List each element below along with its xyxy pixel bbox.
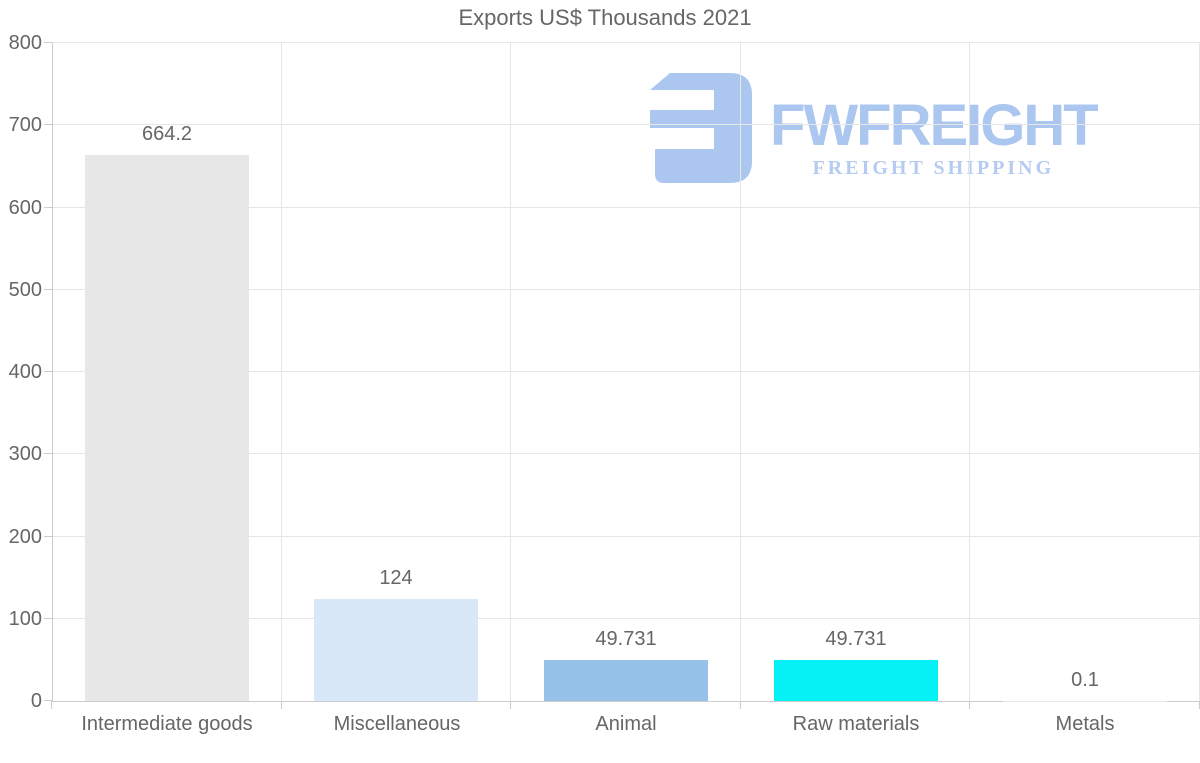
h-gridline <box>52 536 1200 537</box>
h-gridline <box>52 42 1200 43</box>
y-axis-tick-label: 700 <box>8 114 42 136</box>
h-gridline <box>52 371 1200 372</box>
y-axis-line <box>52 43 53 701</box>
x-axis-category-label: Intermediate goods <box>81 713 253 735</box>
h-gridline <box>52 124 1200 125</box>
y-axis-tick-label: 300 <box>8 443 42 465</box>
y-axis-tick <box>44 700 52 701</box>
v-gridline <box>740 43 741 701</box>
y-axis-tick-label: 0 <box>30 690 42 712</box>
bar-value-label: 49.731 <box>595 628 657 650</box>
bar-miscellaneous <box>314 599 478 701</box>
bar-value-label: 124 <box>379 567 413 589</box>
v-gridline <box>510 43 511 701</box>
y-axis-tick-label: 400 <box>8 361 42 383</box>
logo-tagline-text: FREIGHT SHIPPING <box>812 157 1055 179</box>
logo-text: FWFREIGHT FREIGHT SHIPPING <box>770 93 1099 180</box>
h-gridline <box>52 289 1200 290</box>
h-gridline <box>52 207 1200 208</box>
x-axis-category-label: Miscellaneous <box>333 713 461 735</box>
y-axis-tick <box>44 124 52 125</box>
watermark-logo: FWFREIGHT FREIGHT SHIPPING <box>650 73 1099 183</box>
bar-intermediate-goods <box>85 154 249 701</box>
h-gridline <box>52 453 1200 454</box>
bar-raw-materials <box>774 660 938 701</box>
y-axis-tick <box>44 42 52 43</box>
x-axis-category-label: Metals <box>1055 713 1115 735</box>
x-axis-line <box>52 701 1200 702</box>
y-axis-tick <box>44 536 52 537</box>
y-axis-tick-label: 500 <box>8 279 42 301</box>
y-axis-tick-label: 100 <box>8 608 42 630</box>
h-gridline <box>52 618 1200 619</box>
x-axis-tick <box>51 701 52 709</box>
y-axis-tick <box>44 371 52 372</box>
bar-value-label: 0.1 <box>1071 669 1099 691</box>
bar-animal <box>544 660 708 701</box>
y-axis-tick <box>44 207 52 208</box>
x-axis-tick <box>281 701 282 709</box>
x-axis-category-label: Animal <box>595 713 657 735</box>
v-gridline <box>969 43 970 701</box>
logo-mark-icon <box>650 73 752 183</box>
y-axis-tick-label: 200 <box>8 526 42 548</box>
x-axis-category-label: Raw materials <box>792 713 920 735</box>
y-axis-tick-label: 800 <box>8 32 42 54</box>
x-axis-tick <box>740 701 741 709</box>
x-axis-tick <box>510 701 511 709</box>
x-axis-tick <box>969 701 970 709</box>
logo-brand-text: FWFREIGHT <box>770 93 1099 158</box>
y-axis-tick <box>44 453 52 454</box>
bar-value-label: 664.2 <box>141 123 193 145</box>
chart-title: Exports US$ Thousands 2021 <box>458 5 752 30</box>
bar-value-label: 49.731 <box>825 628 887 650</box>
y-axis-tick <box>44 289 52 290</box>
y-axis-tick <box>44 618 52 619</box>
y-axis-tick-label: 600 <box>8 197 42 219</box>
v-gridline <box>281 43 282 701</box>
